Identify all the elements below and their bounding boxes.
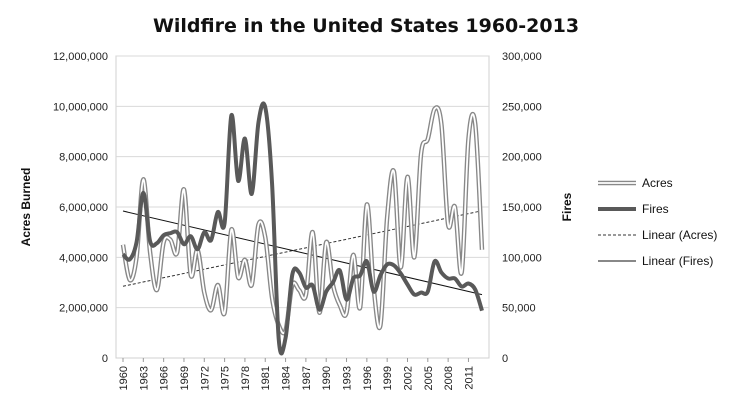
series-line: [121, 101, 484, 356]
y2-axis-title: Fires: [560, 192, 574, 221]
x-tick-label: 1996: [362, 366, 374, 390]
y2-tick-label: 300,000: [502, 51, 542, 63]
x-tick-label: 1990: [321, 366, 333, 390]
trend-line: [122, 210, 483, 296]
y-axis-title: Acres Burned: [19, 168, 33, 247]
y2-tick-label: 0: [502, 353, 508, 365]
x-tick-label: 1981: [260, 366, 272, 390]
x-tick-label: 1993: [342, 366, 354, 390]
legend: Acres Fires Linear (Acres) Linear (Fires): [598, 176, 717, 268]
y-tick-label: 2,000,000: [59, 303, 108, 315]
legend-item: Fires: [598, 202, 669, 216]
x-tick-label: 1969: [179, 366, 191, 390]
x-tick-label: 1972: [199, 366, 211, 390]
x-tick-label: 1987: [301, 366, 313, 390]
y-tick-label: 10,000,000: [53, 101, 108, 113]
series-line-inner: [122, 106, 483, 335]
legend-label: Linear (Acres): [642, 228, 717, 242]
legend-item: Acres: [598, 176, 673, 190]
x-tick-label: 1966: [159, 366, 171, 390]
legend-label: Linear (Fires): [642, 254, 713, 268]
x-tick-label: 1975: [220, 366, 232, 390]
y2-tick-label: 250,000: [502, 101, 542, 113]
y-tick-label: 6,000,000: [59, 202, 108, 214]
x-tick-label: 2008: [443, 366, 455, 390]
series-linear-acres: [122, 210, 483, 287]
y2-tick-label: 50,000: [502, 303, 536, 315]
y-tick-label: 8,000,000: [59, 152, 108, 164]
legend-item: Linear (Fires): [598, 254, 713, 268]
x-tick-label: 1984: [281, 366, 293, 390]
x-tick-label: 2011: [463, 366, 475, 390]
y-axis-ticks: 0 2,000,000 4,000,000 6,000,000 8,000,000 10,…: [53, 51, 108, 365]
y2-tick-label: 150,000: [502, 202, 542, 214]
legend-item: Linear (Acres): [598, 228, 717, 242]
x-tick-label: 2002: [402, 366, 414, 390]
x-tick-label: 1963: [138, 366, 150, 390]
x-tick-label: 2005: [423, 366, 435, 390]
y-tick-label: 0: [102, 353, 108, 365]
y-tick-label: 4,000,000: [59, 252, 108, 264]
series-linear-fires: [122, 210, 483, 296]
x-tick-label: 1999: [382, 366, 394, 390]
series-layer: [120, 101, 485, 356]
y-tick-label: 12,000,000: [53, 51, 108, 63]
y2-axis-ticks: 0 50,000 100,000 150,000 200,000 250,000 300,0…: [502, 51, 542, 365]
y2-tick-label: 100,000: [502, 252, 542, 264]
x-tick-label: 1978: [240, 366, 252, 390]
chart-title: Wildfire in the United States 1960-2013: [153, 15, 579, 37]
trend-line: [122, 210, 483, 287]
legend-label: Acres: [642, 176, 673, 190]
gridlines: [116, 55, 489, 309]
x-axis-ticks: 1960 1963 1966 1969 1972 1975 1978 1981 1984 1987…: [118, 358, 475, 390]
series-fires: [121, 101, 484, 356]
legend-label: Fires: [642, 202, 669, 216]
y2-tick-label: 200,000: [502, 152, 542, 164]
series-acres: [120, 105, 485, 336]
x-tick-label: 1960: [118, 366, 130, 390]
